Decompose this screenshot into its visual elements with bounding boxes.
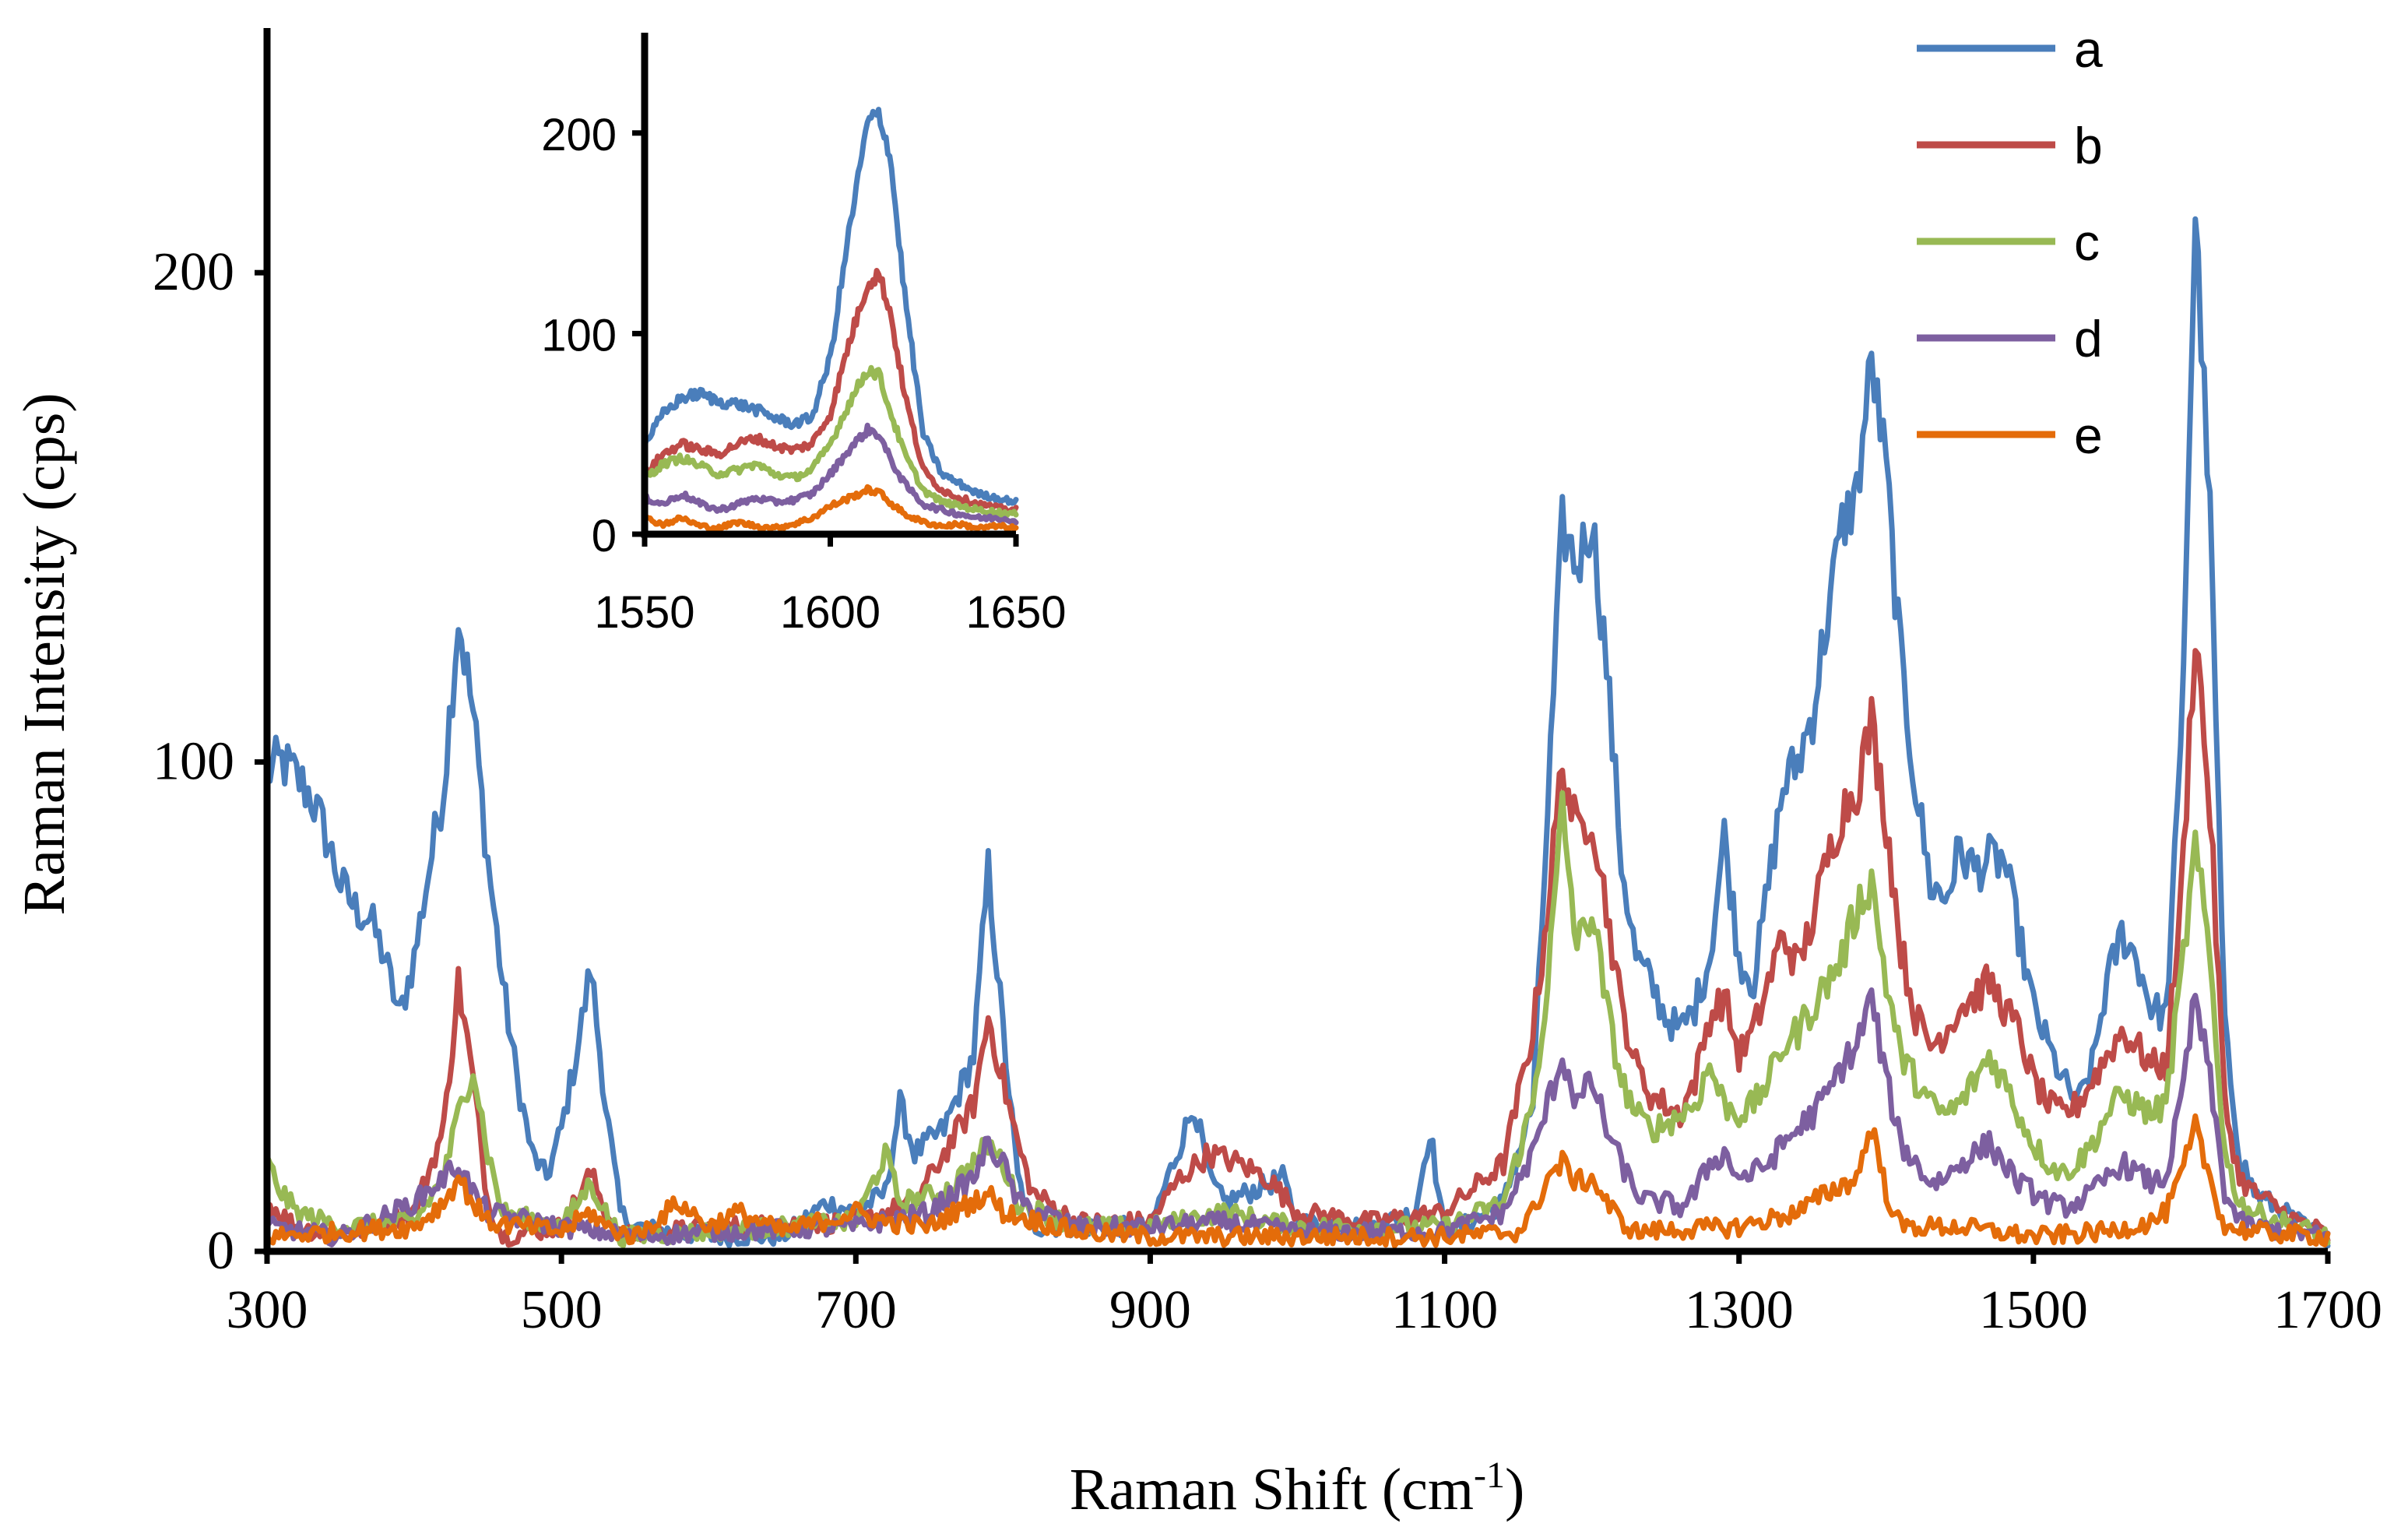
- inset-series-a: [642, 107, 1019, 506]
- inset-series-b: [642, 268, 1019, 515]
- inset-series-c: [642, 364, 1019, 519]
- main-series-e: [264, 1113, 2331, 1249]
- inset-series-d: [642, 422, 1019, 526]
- main-series-group: [264, 216, 2331, 1249]
- legend-label-b: b: [2074, 117, 2103, 174]
- main-x-tick-label: 1500: [1979, 1280, 2088, 1340]
- main-x-tick-label: 700: [815, 1280, 897, 1340]
- legend-label-d: d: [2074, 310, 2103, 368]
- main-y-tick-label: 0: [207, 1221, 234, 1281]
- legend-label-a: a: [2074, 20, 2103, 78]
- main-ticks: 300 500 700 900 1100 1300 1500 1700 0 100 200: [153, 242, 2382, 1340]
- main-x-tick-label: 500: [521, 1280, 603, 1340]
- inset-x-tick-label: 1600: [780, 587, 881, 638]
- main-plot: 300 500 700 900 1100 1300 1500 1700 0 100 200 Rama…: [12, 28, 2382, 1522]
- main-y-tick-label: 100: [153, 732, 234, 792]
- x-axis-title-superscript: -1: [1474, 1455, 1505, 1496]
- inset-ticks: 1550 1600 1650 0 100 200: [541, 110, 1066, 638]
- main-x-tick-label: 1100: [1391, 1280, 1498, 1340]
- main-x-tick-label: 900: [1109, 1280, 1191, 1340]
- inset-series-group: [642, 107, 1019, 533]
- main-x-tick-label: 1700: [2273, 1280, 2382, 1340]
- inset-y-tick-label: 100: [541, 310, 617, 361]
- inset-y-tick-label: 0: [592, 511, 617, 561]
- inset-series-e: [642, 484, 1019, 533]
- x-axis-title-text: Raman Shift (cm: [1070, 1457, 1474, 1522]
- inset-x-tick-label: 1650: [965, 587, 1066, 638]
- x-axis-title: Raman Shift (cm-1): [1070, 1455, 1525, 1522]
- main-y-tick-label: 200: [153, 242, 234, 302]
- inset-plot: 1550 1600 1650 0 100 200: [541, 33, 1067, 638]
- main-x-tick-label: 300: [227, 1280, 308, 1340]
- x-axis-title-tail: ): [1505, 1457, 1524, 1522]
- legend-label-e: e: [2074, 406, 2103, 464]
- main-x-tick-label: 1300: [1685, 1280, 1794, 1340]
- y-axis-title: Raman Intensity (cps): [12, 392, 77, 915]
- inset-x-tick-label: 1550: [594, 587, 694, 638]
- legend-label-c: c: [2074, 213, 2100, 271]
- inset-y-tick-label: 200: [541, 110, 617, 160]
